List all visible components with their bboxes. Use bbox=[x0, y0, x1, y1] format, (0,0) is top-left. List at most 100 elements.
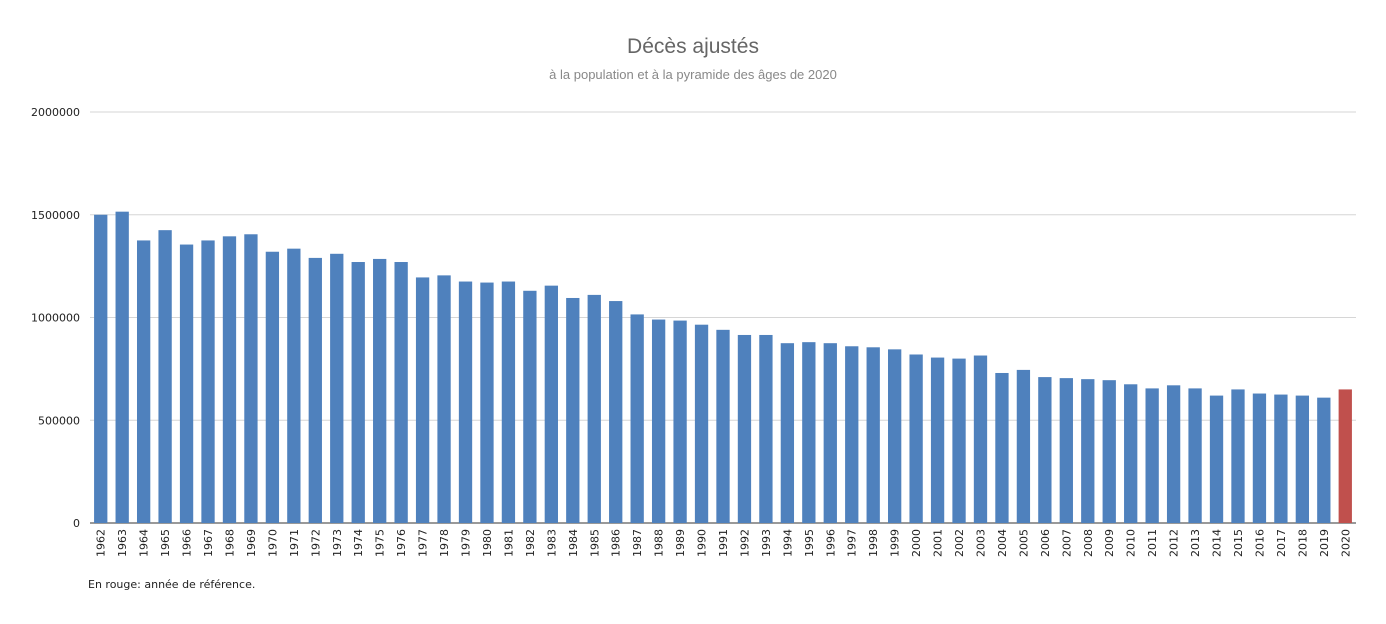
bar bbox=[1188, 388, 1202, 523]
chart-subtitle: à la population et à la pyramide des âge… bbox=[549, 67, 837, 82]
x-tick-label: 1978 bbox=[438, 529, 451, 557]
y-tick-label: 500000 bbox=[38, 414, 80, 427]
gridlines bbox=[90, 111, 1356, 524]
x-tick-label: 2016 bbox=[1253, 529, 1266, 557]
x-tick-label: 1995 bbox=[803, 529, 816, 557]
x-tick-label: 1980 bbox=[481, 529, 494, 557]
x-tick-label: 2010 bbox=[1125, 529, 1138, 557]
bar bbox=[351, 262, 365, 523]
x-tick-label: 1990 bbox=[696, 529, 709, 557]
bar bbox=[544, 285, 558, 523]
bar bbox=[94, 214, 108, 523]
bar bbox=[823, 343, 837, 523]
bar bbox=[136, 240, 151, 523]
x-tick-label: 2014 bbox=[1211, 529, 1224, 557]
bar bbox=[115, 211, 129, 524]
bar bbox=[780, 343, 795, 523]
y-tick-label: 1500000 bbox=[31, 209, 80, 222]
x-tick-label: 1975 bbox=[374, 529, 387, 557]
x-tick-label: 2012 bbox=[1168, 529, 1181, 557]
bar bbox=[909, 354, 923, 523]
bar bbox=[394, 262, 408, 523]
x-tick-label: 1979 bbox=[460, 529, 473, 557]
x-tick-label: 2013 bbox=[1189, 529, 1202, 557]
bar bbox=[930, 357, 945, 523]
x-tick-label: 1989 bbox=[674, 529, 687, 557]
bar bbox=[802, 342, 816, 523]
bar bbox=[1016, 369, 1031, 523]
bar bbox=[308, 257, 322, 523]
x-tick-label: 1981 bbox=[502, 529, 515, 557]
bars bbox=[94, 211, 1352, 524]
y-tick-label: 0 bbox=[73, 517, 80, 530]
x-tick-label: 2007 bbox=[1060, 529, 1073, 557]
bar bbox=[587, 294, 601, 523]
bar bbox=[244, 234, 258, 523]
bar bbox=[158, 230, 172, 523]
x-tick-label: 1976 bbox=[395, 529, 408, 557]
x-tick-label: 1997 bbox=[846, 529, 859, 557]
x-tick-label: 1971 bbox=[288, 529, 301, 557]
bar bbox=[1274, 394, 1288, 523]
bar bbox=[1038, 377, 1052, 523]
bar bbox=[179, 244, 194, 524]
x-tick-label: 1977 bbox=[417, 529, 430, 557]
bar bbox=[673, 320, 687, 523]
x-tick-label: 1986 bbox=[610, 529, 623, 557]
x-tick-label: 2000 bbox=[910, 529, 923, 557]
bar bbox=[995, 372, 1009, 523]
bar bbox=[415, 277, 430, 523]
bar bbox=[759, 334, 773, 523]
bar bbox=[222, 236, 237, 523]
bar bbox=[480, 282, 494, 523]
bar bbox=[523, 290, 537, 523]
x-tick-label: 1992 bbox=[738, 529, 751, 557]
x-tick-label: 2005 bbox=[1017, 529, 1030, 557]
x-tick-label: 1999 bbox=[889, 529, 902, 557]
bar bbox=[845, 346, 859, 523]
bar bbox=[1166, 385, 1181, 523]
x-tick-label: 1963 bbox=[116, 529, 129, 557]
bar bbox=[973, 355, 988, 523]
x-tick-label: 1966 bbox=[181, 529, 194, 557]
x-tick-label: 1970 bbox=[266, 529, 279, 557]
x-tick-label: 2004 bbox=[996, 529, 1009, 557]
x-tick-label: 1965 bbox=[159, 529, 172, 557]
x-tick-label: 1991 bbox=[717, 529, 730, 557]
bar bbox=[501, 281, 516, 523]
x-tick-label: 2019 bbox=[1318, 529, 1331, 557]
bar bbox=[609, 301, 623, 523]
x-tick-label: 1973 bbox=[331, 529, 344, 557]
bar bbox=[1124, 384, 1138, 523]
bar bbox=[630, 314, 644, 523]
bar bbox=[437, 275, 451, 523]
bar bbox=[1102, 380, 1116, 523]
x-tick-label: 1994 bbox=[781, 529, 794, 557]
x-tick-label: 1987 bbox=[631, 529, 644, 557]
x-tick-label: 1968 bbox=[223, 529, 236, 557]
x-tick-label: 2002 bbox=[953, 529, 966, 557]
x-tick-label: 2017 bbox=[1275, 529, 1288, 557]
x-axis-ticks: 1962 1963 1964 1965 1966 1967 1968 1969 1970 1971… bbox=[95, 529, 1353, 557]
bar bbox=[1145, 388, 1159, 523]
bar bbox=[287, 248, 301, 523]
bar bbox=[1252, 393, 1267, 523]
bar bbox=[265, 251, 280, 524]
bar bbox=[1295, 395, 1310, 523]
bar-reference-year bbox=[1338, 389, 1352, 523]
x-tick-label: 2011 bbox=[1146, 529, 1159, 557]
bar bbox=[1059, 378, 1073, 523]
x-tick-label: 1983 bbox=[545, 529, 558, 557]
bar bbox=[866, 347, 880, 523]
bar bbox=[330, 253, 344, 524]
bar bbox=[737, 334, 752, 523]
x-tick-label: 1974 bbox=[352, 529, 365, 557]
y-tick-label: 2000000 bbox=[31, 106, 80, 119]
bar bbox=[373, 258, 387, 523]
y-axis-ticks: 0 500000 1000000 1500000 2000000 bbox=[31, 106, 80, 530]
bar bbox=[716, 329, 730, 523]
bar bbox=[651, 319, 666, 523]
x-tick-label: 1984 bbox=[567, 529, 580, 557]
footnote: En rouge: année de référence. bbox=[88, 578, 256, 591]
x-tick-label: 1988 bbox=[653, 529, 666, 557]
